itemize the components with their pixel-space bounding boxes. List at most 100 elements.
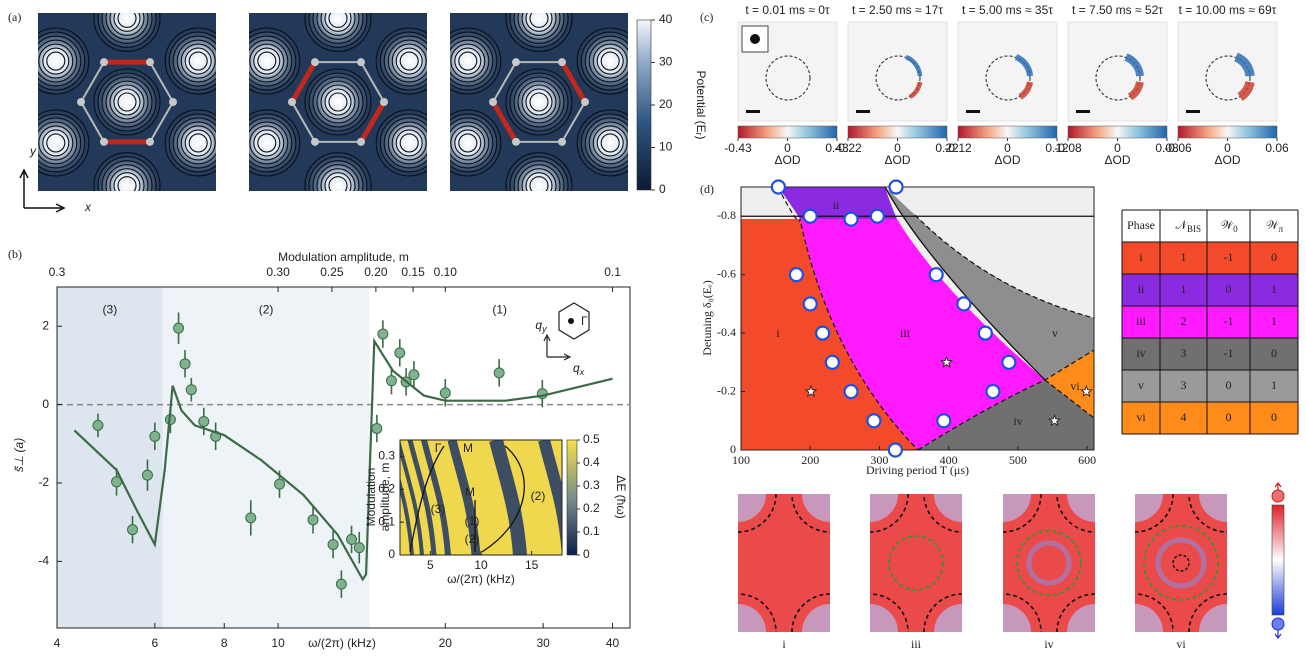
spot-glow [233,109,301,177]
inset-y-tick-label: 0.3 [378,449,395,463]
od-colorbar-label: ΔOD [1104,153,1130,167]
axis-label: y [29,144,37,158]
corner-patch [1199,466,1255,522]
region-label: (1) [492,303,507,317]
data-point [804,210,817,223]
data-point [409,370,419,380]
corner-patch [1067,466,1123,522]
site [146,138,154,146]
spot-glow [93,152,161,220]
site [100,138,108,146]
od-image [958,22,1057,121]
data-point [986,385,999,398]
table-cell: 0 [1271,410,1277,424]
colorbar-tick-label: 30 [659,55,673,69]
table-header-sub: π [1279,224,1284,234]
x-tick-label: 30 [536,636,550,650]
spot-glow [505,68,573,136]
qy-label-sub: y [541,324,547,334]
data-point [790,268,803,281]
x-tick-label: 6 [151,636,158,650]
y-tick-label: 0 [42,397,49,411]
data-point [354,543,364,553]
data-point [804,297,817,310]
od-colorbar-tick-label: -0.12 [944,141,972,155]
frame-title: t = 0.01 ms ≈ 0τ [745,3,830,17]
data-point [347,534,357,544]
data-point [128,525,138,535]
corner-patch [1107,466,1163,522]
od-colorbar [1068,126,1167,138]
data-point [372,423,382,433]
top-tick-label: 0.15 [401,265,425,279]
y-tick-label: -2 [38,475,49,489]
data-point [957,297,970,310]
data-point [378,329,388,339]
data-point [199,416,209,426]
table-cell: 3 [1181,378,1187,392]
panel-letter: (d) [700,182,714,196]
data-point [889,444,902,457]
inset-annotation: (1) [465,514,480,528]
od-colorbar [1178,126,1277,138]
site [288,98,296,106]
y-axis-label: s̃⊥ (a) [12,438,26,472]
spot-glow [576,109,644,177]
spot-glow [375,109,443,177]
x-tick-label: 10 [271,636,285,650]
data-point [180,359,190,369]
top-tick-label: 0.30 [266,265,290,279]
x-axis-label: ω/(2π) (kHz) [308,636,376,650]
data-point [816,327,829,340]
source-dot [750,34,760,44]
scale-bar [746,110,760,113]
data-point [246,513,256,523]
region-label: (3) [103,303,118,317]
y-axis-label: Detuning δ₀(Eᵣ) [700,280,714,356]
scale-bar [856,110,870,113]
table-cell: 0 [1226,378,1232,392]
frame-title: t = 7.50 ms ≈ 52τ [1072,3,1163,17]
td-colorbar [1272,505,1284,615]
spot-glow [22,109,90,177]
site [357,58,365,66]
spin-up-arrow [1275,483,1281,490]
inset-colorbar [567,440,577,555]
table-cell: 0 [1226,410,1232,424]
y-tick-label: 2 [42,318,49,332]
od-colorbar [738,126,837,138]
data-point [336,579,346,589]
colorbar-tick-label: 20 [659,97,673,111]
top-tick-label: 0.3 [49,265,66,279]
spot-glow [164,109,232,177]
spot-glow [505,152,573,220]
table-header: 𝒲π [1266,218,1284,234]
spot-glow [164,27,232,95]
inset-x-tick-label: 15 [525,558,539,572]
site [380,98,388,106]
table-header: Phase [1127,218,1155,232]
table-cell: 1 [1181,250,1187,264]
spot-glow [22,27,90,95]
frame-title: t = 10.00 ms ≈ 69τ [1179,3,1277,17]
x-tick-label: 8 [221,636,228,650]
x-tick-label: 200 [801,453,819,467]
site [581,98,589,106]
site [169,98,177,106]
potential-image [233,0,443,220]
data-point [308,515,318,525]
data-point [186,385,196,395]
site [489,98,497,106]
inset-colorbar-tick-label: 0.5 [583,432,600,446]
gamma-label: Γ [581,314,588,328]
x-tick-label: 500 [1009,453,1027,467]
site [100,58,108,66]
y-tick-label: 0 [730,442,736,456]
od-image [1178,22,1277,121]
td-image [1097,456,1265,656]
inset-colorbar-label: ΔE (ħω) [614,475,628,518]
data-point [845,385,858,398]
y-tick-label: -0.2 [717,383,736,397]
spin-down-arrow [1275,630,1281,638]
potential-image [434,0,644,220]
